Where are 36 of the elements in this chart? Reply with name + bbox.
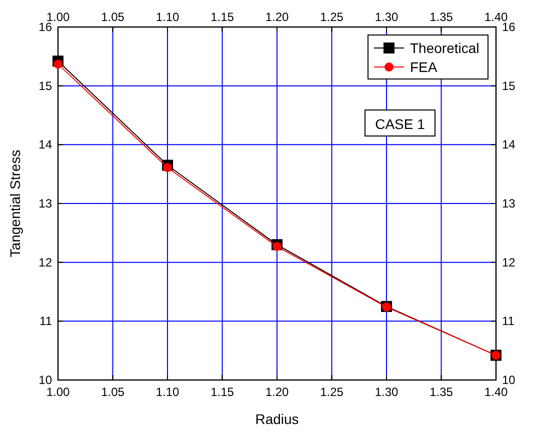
y-tick-label: 11: [40, 314, 52, 328]
legend-label: FEA: [410, 59, 438, 75]
y2-tick-label: 12: [502, 255, 516, 270]
y-tick-label: 14: [38, 138, 52, 152]
annotation: CASE 1: [375, 116, 426, 132]
x2-tick-label: 1.15: [210, 385, 234, 399]
x-tick-label: 1.35: [430, 10, 454, 24]
y-tick-label: 10: [38, 373, 52, 387]
x2-tick-label: 1.30: [374, 385, 398, 399]
x-tick-label: 1.15: [210, 10, 234, 24]
x-axis-title: Radius: [255, 411, 299, 427]
y2-tick-label: 14: [502, 138, 516, 152]
x2-tick-label: 1.00: [46, 385, 70, 399]
y2-tick-label: 11: [502, 314, 515, 328]
y-axis-title: Tangential Stress: [7, 150, 23, 258]
y2-tick-label: 10: [502, 373, 516, 387]
point: [54, 60, 62, 69]
y-tick-label: 13: [38, 196, 52, 210]
y-tick-label: 15: [38, 78, 52, 93]
x-tick-label: 1.20: [265, 10, 289, 24]
x2-tick-label: 1.10: [156, 385, 180, 399]
x2-tick-label: 1.20: [265, 385, 289, 399]
x2-tick-label: 1.35: [430, 385, 454, 399]
y2-tick-label: 13: [502, 196, 516, 210]
x2-tick-label: 1.40: [484, 385, 508, 399]
x2-tick-label: 1.05: [101, 385, 125, 399]
x-tick-label: 1.25: [320, 10, 344, 24]
y-tick-label: 12: [38, 255, 52, 270]
x-tick-label: 1.30: [374, 10, 398, 24]
y2-tick-label: 15: [502, 78, 516, 93]
point: [163, 163, 172, 172]
x-tick-label: 1.05: [101, 10, 125, 24]
legend-label: Theoretical: [410, 40, 480, 56]
x-tick-label: 1.10: [156, 10, 180, 24]
x2-tick-label: 1.25: [320, 385, 344, 399]
point: [272, 242, 282, 251]
